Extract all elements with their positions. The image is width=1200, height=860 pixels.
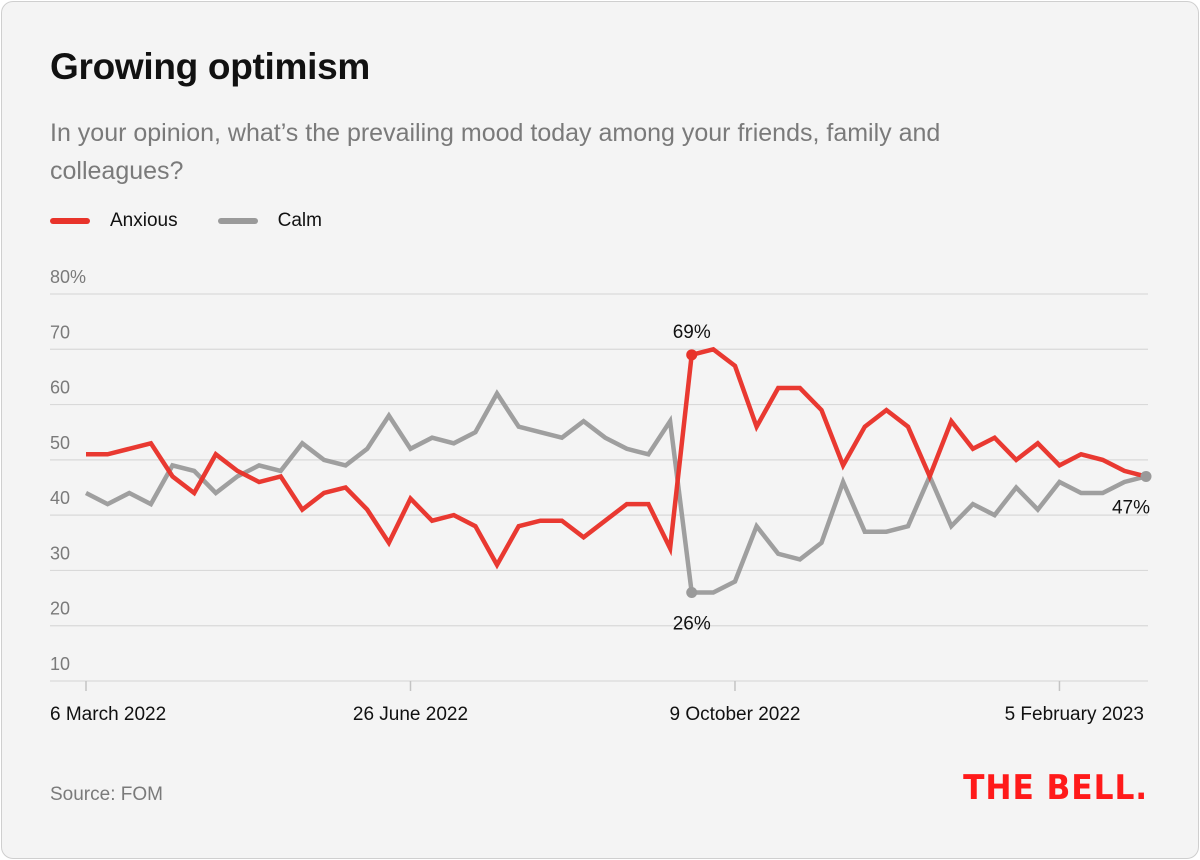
chart-subtitle: In your opinion, what’s the prevailing m…: [50, 119, 941, 185]
y-tick-label: 80%: [50, 267, 86, 287]
x-tick-label: 26 June 2022: [353, 704, 468, 725]
y-tick-label: 10: [50, 654, 70, 674]
annotation-label: 26%: [673, 614, 711, 635]
y-tick-label: 60: [50, 378, 70, 398]
series-line-calm: [84, 389, 1147, 595]
line-chart: 80% 70 60 50 40 30 20 10 6 March 2022 26 June 20…: [50, 267, 1152, 725]
x-tick-label: 9 October 2022: [669, 704, 800, 725]
y-axis-labels: 80% 70 60 50 40 30 20 10: [50, 267, 86, 674]
annotation-marker: [1140, 470, 1152, 482]
the-bell-logo: THE BELL.: [962, 768, 1148, 808]
series-lines: [84, 346, 1147, 595]
series-line-anxious: [86, 346, 1147, 570]
legend-item-anxious: Anxious: [50, 210, 178, 232]
annotation-label: 69%: [673, 322, 711, 343]
x-tick-label: 5 February 2023: [1005, 704, 1144, 725]
legend-label-calm: Calm: [277, 210, 322, 231]
annotation-marker: [686, 349, 698, 361]
annotation-label: 47%: [1112, 497, 1150, 518]
legend-label-anxious: Anxious: [110, 210, 178, 231]
legend: Anxious Calm: [50, 210, 362, 232]
x-axis: 6 March 2022 26 June 2022 9 October 2022 5 …: [50, 681, 1144, 725]
y-tick-label: 40: [50, 488, 70, 508]
y-tick-label: 30: [50, 543, 70, 563]
source-note: Source: FOM: [50, 784, 163, 805]
annotations: 69% 26% 47%: [673, 322, 1152, 635]
grid: [50, 293, 1148, 682]
annotation-marker: [686, 587, 698, 599]
legend-swatch-calm: [217, 218, 258, 224]
legend-swatch-anxious: [50, 218, 90, 224]
x-tick-label: 6 March 2022: [50, 704, 166, 725]
legend-item-calm: Calm: [217, 210, 322, 232]
chart-title: Growing optimism: [50, 46, 370, 87]
y-tick-label: 70: [50, 322, 70, 342]
y-tick-label: 20: [50, 599, 70, 619]
y-tick-label: 50: [50, 433, 70, 453]
